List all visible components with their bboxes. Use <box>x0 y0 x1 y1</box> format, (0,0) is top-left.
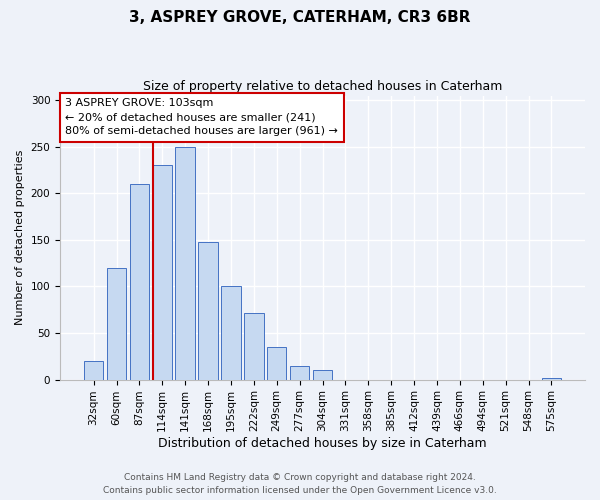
Bar <box>290 366 310 380</box>
Bar <box>107 268 126 380</box>
Bar <box>221 286 241 380</box>
Bar <box>542 378 561 380</box>
X-axis label: Distribution of detached houses by size in Caterham: Distribution of detached houses by size … <box>158 437 487 450</box>
Text: Contains HM Land Registry data © Crown copyright and database right 2024.
Contai: Contains HM Land Registry data © Crown c… <box>103 474 497 495</box>
Y-axis label: Number of detached properties: Number of detached properties <box>15 150 25 326</box>
Text: 3, ASPREY GROVE, CATERHAM, CR3 6BR: 3, ASPREY GROVE, CATERHAM, CR3 6BR <box>129 10 471 25</box>
Bar <box>175 147 195 380</box>
Text: 3 ASPREY GROVE: 103sqm
← 20% of detached houses are smaller (241)
80% of semi-de: 3 ASPREY GROVE: 103sqm ← 20% of detached… <box>65 98 338 136</box>
Bar <box>244 312 263 380</box>
Bar <box>84 361 103 380</box>
Title: Size of property relative to detached houses in Caterham: Size of property relative to detached ho… <box>143 80 502 93</box>
Bar <box>199 242 218 380</box>
Bar <box>152 166 172 380</box>
Bar <box>267 347 286 380</box>
Bar <box>130 184 149 380</box>
Bar <box>313 370 332 380</box>
